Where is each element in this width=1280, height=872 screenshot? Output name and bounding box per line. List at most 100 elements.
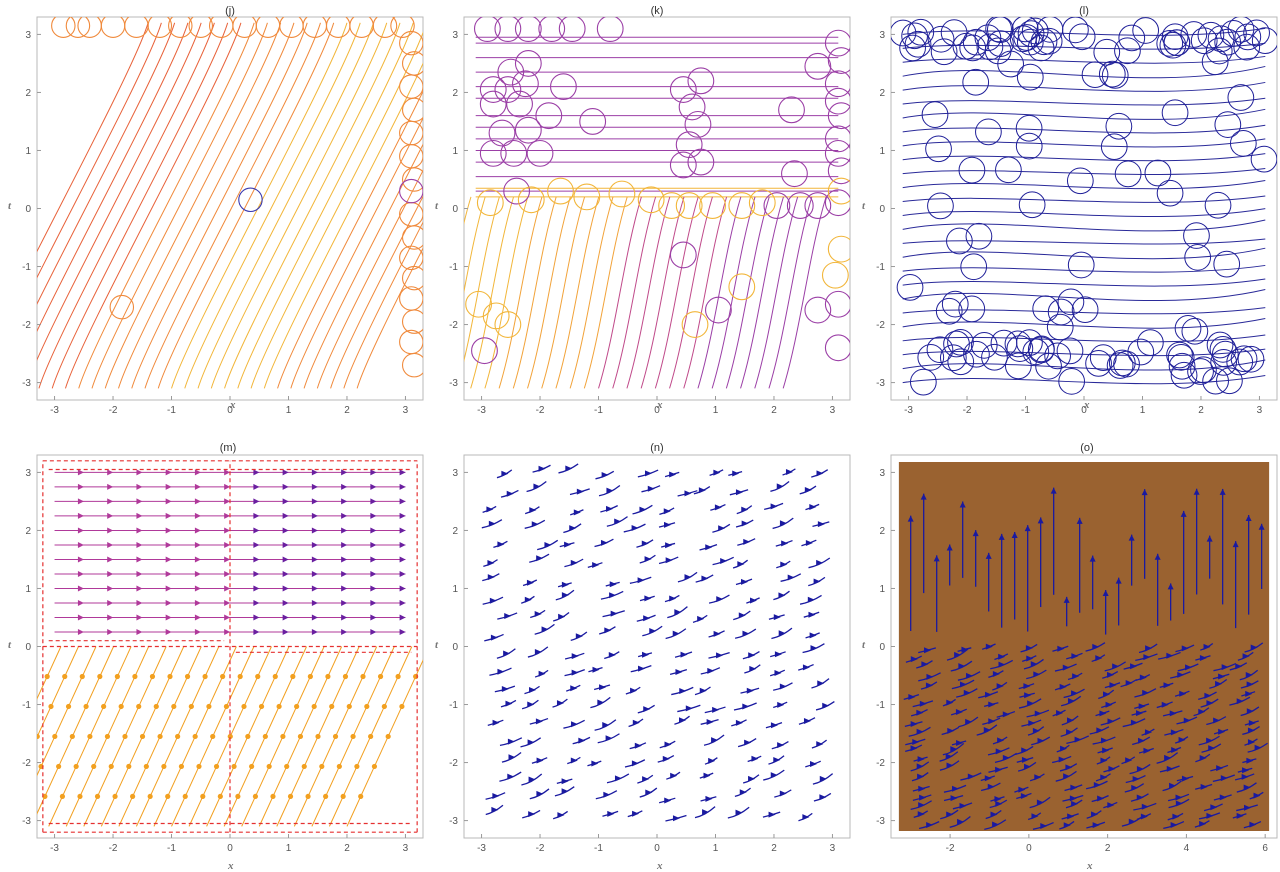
arrow-head (165, 483, 172, 490)
arrow-head (184, 673, 191, 680)
arrow-head (749, 665, 757, 672)
circle-marker (517, 186, 545, 214)
ytick-label: 1 (452, 146, 458, 157)
circle-marker (909, 368, 937, 396)
circle-marker (401, 265, 423, 291)
stream-line (237, 22, 414, 389)
circle-marker (1156, 29, 1184, 57)
arrow-head (311, 570, 318, 577)
arrow-head (1115, 577, 1122, 584)
arrow-head (997, 737, 1005, 744)
arrow-head (647, 485, 655, 492)
arrow-head (1218, 673, 1226, 680)
xtick-label: 3 (403, 405, 409, 416)
arrow-head (538, 670, 546, 677)
arrow-head (341, 469, 348, 476)
arrow-head (224, 498, 231, 505)
arrow-head (178, 763, 185, 770)
arrow-head (192, 733, 198, 740)
arrow-head (136, 512, 143, 519)
arrow-head (341, 498, 348, 505)
xtick-label: 6 (1262, 843, 1268, 854)
arrow-head (720, 557, 728, 564)
stream-line (343, 221, 423, 389)
arrow-head (399, 483, 406, 490)
arrow-head (94, 793, 101, 800)
arrow-head (487, 560, 495, 567)
arrow-head (810, 645, 818, 652)
arrow-head (966, 672, 974, 679)
arrow-head (1105, 701, 1113, 708)
arrow-head (282, 556, 289, 563)
arrow-head (1210, 804, 1218, 811)
circle-marker (976, 33, 1004, 61)
arrow-head (630, 687, 638, 694)
circle-marker (1085, 350, 1112, 377)
circle-marker (503, 177, 531, 205)
title-m: (m) (220, 442, 237, 454)
arrow-head (165, 570, 172, 577)
arrow-head (1141, 803, 1149, 810)
circle-marker (1132, 17, 1160, 44)
arrow-head (744, 739, 752, 746)
arrow-head (1060, 745, 1068, 752)
arrow-head (77, 483, 84, 490)
field-arrow (694, 806, 716, 819)
arrow-head (132, 673, 138, 680)
arrow-head (951, 785, 959, 792)
arrow-head (813, 578, 821, 585)
circle-marker (1233, 33, 1261, 61)
arrow-head (685, 705, 693, 712)
arrow-head (1246, 757, 1254, 764)
arrow-head (280, 733, 286, 740)
stream-line (37, 22, 149, 253)
xtick-label: 0 (227, 843, 233, 854)
arrow-head (315, 733, 321, 740)
arrow-head (282, 527, 289, 534)
arrow-head (670, 772, 678, 779)
arrow-head (705, 544, 713, 551)
stream-line (64, 22, 242, 389)
circle-marker (1251, 27, 1277, 54)
arrow-head (1136, 794, 1144, 801)
arrow-head (136, 469, 143, 476)
arrow-head (675, 669, 683, 676)
arrow-head (385, 733, 391, 740)
circle-marker (1144, 159, 1172, 187)
arrow-head (136, 527, 143, 534)
arrow-head (194, 541, 201, 548)
arrow-head (1031, 813, 1039, 820)
arrow-head (301, 763, 307, 770)
arrow-head (1103, 691, 1111, 698)
arrow-head (7, 794, 12, 799)
arrow-head (564, 541, 572, 548)
ylabel-k: t (435, 200, 439, 212)
arrow-head (368, 733, 374, 740)
arrow-head (136, 585, 143, 592)
stream-line (144, 22, 321, 389)
arrow-head (669, 471, 677, 478)
arrow-head (601, 472, 609, 479)
arrow-head (920, 493, 927, 500)
arrow-head (282, 628, 289, 635)
arrow-head (1023, 683, 1031, 690)
stream-line (38, 22, 215, 389)
ytick-label: 3 (452, 30, 458, 41)
arrow-head (323, 793, 329, 800)
circle-marker (1018, 191, 1046, 219)
arrow-head (139, 733, 146, 740)
arrow-head (1138, 737, 1146, 744)
arrow-head (340, 793, 346, 800)
ytick-label: 0 (452, 204, 458, 215)
circle-marker (778, 96, 805, 124)
stream-line (464, 196, 472, 225)
circle-marker (1184, 243, 1212, 271)
arrow-head (1166, 765, 1174, 772)
arrow-head (1183, 717, 1191, 724)
arrow-head (294, 703, 300, 710)
circle-marker (535, 102, 563, 130)
arrow-head (241, 703, 247, 710)
stream-line (51, 22, 229, 389)
circle-marker (658, 192, 686, 220)
arrow-head (282, 614, 289, 621)
